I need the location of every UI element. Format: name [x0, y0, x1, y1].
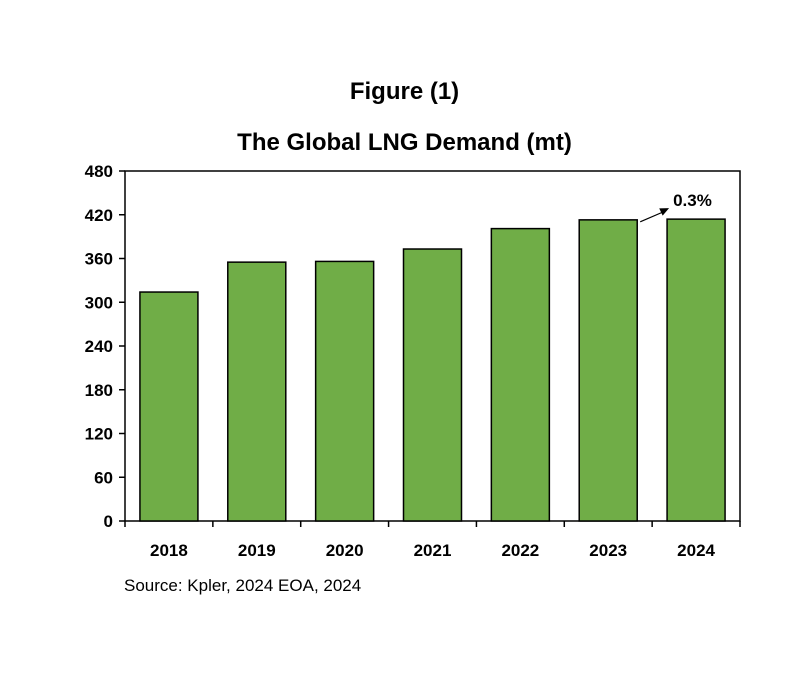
y-tick-label: 240 — [85, 337, 113, 356]
x-tick-label: 2019 — [238, 541, 276, 560]
annotation-arrow-line — [639, 210, 666, 223]
bar-2018 — [139, 291, 199, 522]
bar-2024 — [666, 218, 726, 522]
x-tick-label: 2024 — [677, 541, 715, 560]
y-tick-label: 480 — [85, 162, 113, 181]
source-note: Source: Kpler, 2024 EOA, 2024 — [124, 576, 362, 595]
figure-label: Figure (1) — [349, 78, 460, 105]
bar-2021 — [402, 248, 463, 522]
y-tick-label: 180 — [85, 381, 113, 400]
x-tick-label: 2022 — [501, 541, 539, 560]
y-tick-label: 300 — [85, 293, 113, 312]
bar-2022 — [490, 227, 551, 522]
chart-title: The Global LNG Demand (mt) — [237, 129, 572, 156]
bar-2020 — [314, 260, 375, 522]
y-tick-label: 0 — [104, 512, 113, 531]
annotation-label: 0.3% — [673, 191, 712, 210]
bar-2023 — [578, 219, 638, 522]
y-tick-label: 120 — [85, 425, 113, 444]
x-tick-label: 2018 — [150, 541, 188, 560]
y-tick-label: 360 — [85, 250, 113, 269]
annotation-arrow-head — [659, 208, 670, 216]
x-tick-label: 2023 — [589, 541, 627, 560]
y-tick-label: 420 — [85, 206, 113, 225]
bar-2019 — [227, 261, 287, 522]
x-tick-label: 2021 — [414, 541, 452, 560]
y-tick-label: 60 — [94, 468, 113, 487]
x-tick-label: 2020 — [326, 541, 364, 560]
